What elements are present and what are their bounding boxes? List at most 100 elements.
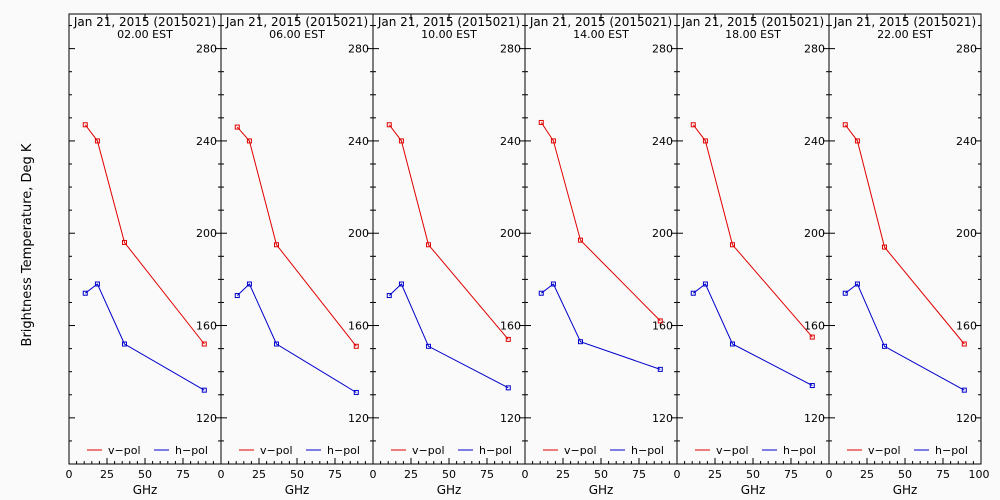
y-tick-label: 240 [500,135,521,148]
legend-label-v-pol: v−pol [260,444,293,457]
x-tick-label: 25 [556,468,570,481]
x-tick-label: 0 [66,468,73,481]
x-tick-label: 50 [138,468,152,481]
data-point-h-pol [690,290,696,296]
series-line-v-pol [84,124,205,345]
panel-title: Jan 21, 2015 (2015021) [377,15,520,29]
y-tick-label: 200 [652,227,673,240]
x-tick-label: 100 [969,468,990,481]
y-tick-label: 240 [804,135,825,148]
panel-title: Jan 21, 2015 (2015021) [681,15,824,29]
data-point-v-pol [577,237,583,243]
x-tick-label: 75 [480,468,494,481]
y-tick-label: 120 [804,412,825,425]
panel-subtitle: 14.00 EST [573,28,629,41]
series-line-v-pol [692,124,813,338]
data-point-h-pol [961,387,967,393]
data-point-h-pol [550,281,556,287]
y-tick-label: 120 [652,412,673,425]
x-tick-label: 75 [328,468,342,481]
series-line-h-pol [84,283,205,391]
y-tick-label: 200 [196,227,217,240]
series-line-h-pol [692,283,813,386]
legend-label-h-pol: h−pol [935,444,968,457]
data-point-v-pol [82,122,88,128]
y-tick-label: 160 [956,320,977,333]
x-tick-label: 25 [860,468,874,481]
y-tick-label: 120 [956,412,977,425]
y-tick-label: 280 [652,43,673,56]
legend-label-v-pol: v−pol [564,444,597,457]
y-tick-label: 280 [348,43,369,56]
x-tick-label: 25 [404,468,418,481]
x-tick-label: 0 [674,468,681,481]
series-line-h-pol [540,283,661,370]
data-point-h-pol [121,341,127,347]
chart-panel-6: Jan 21, 2015 (2015021)22.00 EST 120 160 200… [826,13,982,497]
x-axis-label: GHz [437,483,462,497]
y-tick-label: 160 [196,320,217,333]
series-line-h-pol [388,283,509,389]
x-tick-label: 75 [176,468,190,481]
series-line-h-pol [844,283,965,391]
y-tick-label: 280 [956,43,977,56]
data-point-v-pol [729,242,735,248]
data-point-v-pol [657,318,663,324]
data-point-h-pol [234,293,240,299]
data-point-v-pol [854,138,860,144]
data-point-v-pol [201,341,207,347]
data-point-v-pol [234,124,240,130]
data-point-v-pol [353,343,359,349]
legend-label-v-pol: v−pol [412,444,445,457]
panel-subtitle: 10.00 EST [421,28,477,41]
data-point-v-pol [961,341,967,347]
x-tick-label: 50 [290,468,304,481]
series-line-v-pol [388,124,509,340]
data-point-v-pol [842,122,848,128]
chart-panel-5: Jan 21, 2015 (2015021)18.00 EST 120 160 200… [674,13,830,497]
panel-title: Jan 21, 2015 (2015021) [225,15,368,29]
data-point-h-pol [201,387,207,393]
chart-panels: Jan 21, 2015 (2015021)02.00 EST120160200… [66,13,990,497]
y-tick-label: 160 [652,320,673,333]
x-tick-label: 0 [826,468,833,481]
y-tick-label: 120 [500,412,521,425]
data-point-v-pol [505,336,511,342]
data-point-h-pol [881,343,887,349]
data-point-h-pol [538,290,544,296]
y-axis-label: Brightness Temperature, Deg K [20,143,35,346]
data-point-v-pol [538,119,544,125]
data-point-h-pol [425,343,431,349]
panel-title: Jan 21, 2015 (2015021) [73,15,216,29]
x-axis-label: GHz [893,483,918,497]
data-point-h-pol [854,281,860,287]
panel-subtitle: 18.00 EST [725,28,781,41]
x-tick-label: 25 [100,468,114,481]
data-point-v-pol [246,138,252,144]
series-line-v-pol [844,124,965,345]
legend-label-v-pol: v−pol [108,444,141,457]
panel-subtitle: 06.00 EST [269,28,325,41]
data-point-v-pol [386,122,392,128]
legend-label-h-pol: h−pol [327,444,360,457]
y-tick-label: 240 [956,135,977,148]
x-axis-label: GHz [741,483,766,497]
x-tick-label: 50 [442,468,456,481]
data-point-v-pol [550,138,556,144]
y-tick-label: 240 [196,135,217,148]
y-tick-label: 280 [804,43,825,56]
data-point-h-pol [657,366,663,372]
y-tick-label: 240 [652,135,673,148]
data-point-h-pol [353,389,359,395]
chart-panel-2: Jan 21, 2015 (2015021)06.00 EST 120 160 200… [218,13,374,497]
y-tick-label: 120 [348,412,369,425]
legend-label-v-pol: v−pol [868,444,901,457]
y-tick-label: 160 [348,320,369,333]
legend-label-h-pol: h−pol [175,444,208,457]
x-axis-label: GHz [589,483,614,497]
legend-label-v-pol: v−pol [716,444,749,457]
data-point-h-pol [505,385,511,391]
data-point-h-pol [246,281,252,287]
legend-label-h-pol: h−pol [631,444,664,457]
